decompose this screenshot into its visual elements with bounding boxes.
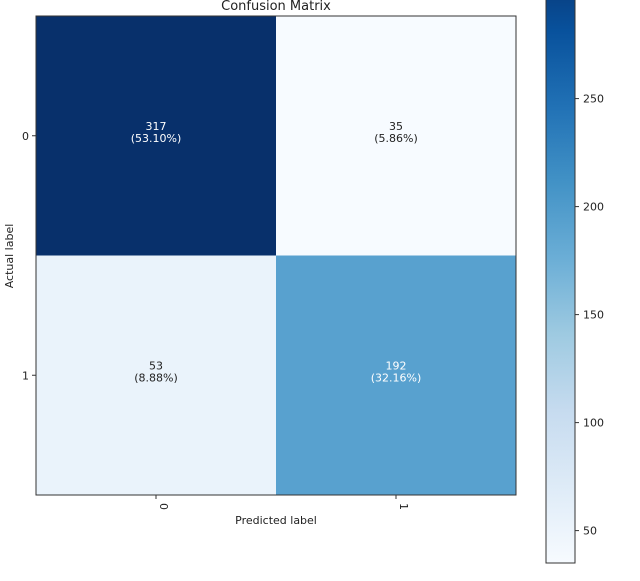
colorbar-tick-label: 250 <box>583 93 604 106</box>
colorbar-tick-label: 50 <box>583 525 597 538</box>
heatmap-cell <box>276 16 516 256</box>
cell-label: 192 (32.16%) <box>371 359 422 384</box>
y-tick-label: 1 <box>22 369 29 382</box>
x-tick-label: 1 <box>397 503 410 510</box>
cell-label: 35 (5.86%) <box>374 120 418 145</box>
x-axis-label: Predicted label <box>235 514 317 527</box>
heatmap-cell <box>36 255 276 495</box>
colorbar-tick-label: 150 <box>583 309 604 322</box>
heatmap-cell <box>276 255 516 495</box>
colorbar-tick-label: 200 <box>583 201 604 214</box>
y-tick-label: 0 <box>22 130 29 143</box>
colorbar <box>545 0 576 564</box>
cell-label: 317 (53.10%) <box>131 120 182 145</box>
plot-frame <box>35 15 517 496</box>
y-axis-label: Actual label <box>3 224 16 289</box>
cell-label: 53 (8.88%) <box>134 359 178 384</box>
colorbar-tick-label: 100 <box>583 417 604 430</box>
chart-title: Confusion Matrix <box>221 0 331 14</box>
x-tick-label: 0 <box>157 503 170 510</box>
heatmap-cell <box>36 16 276 256</box>
